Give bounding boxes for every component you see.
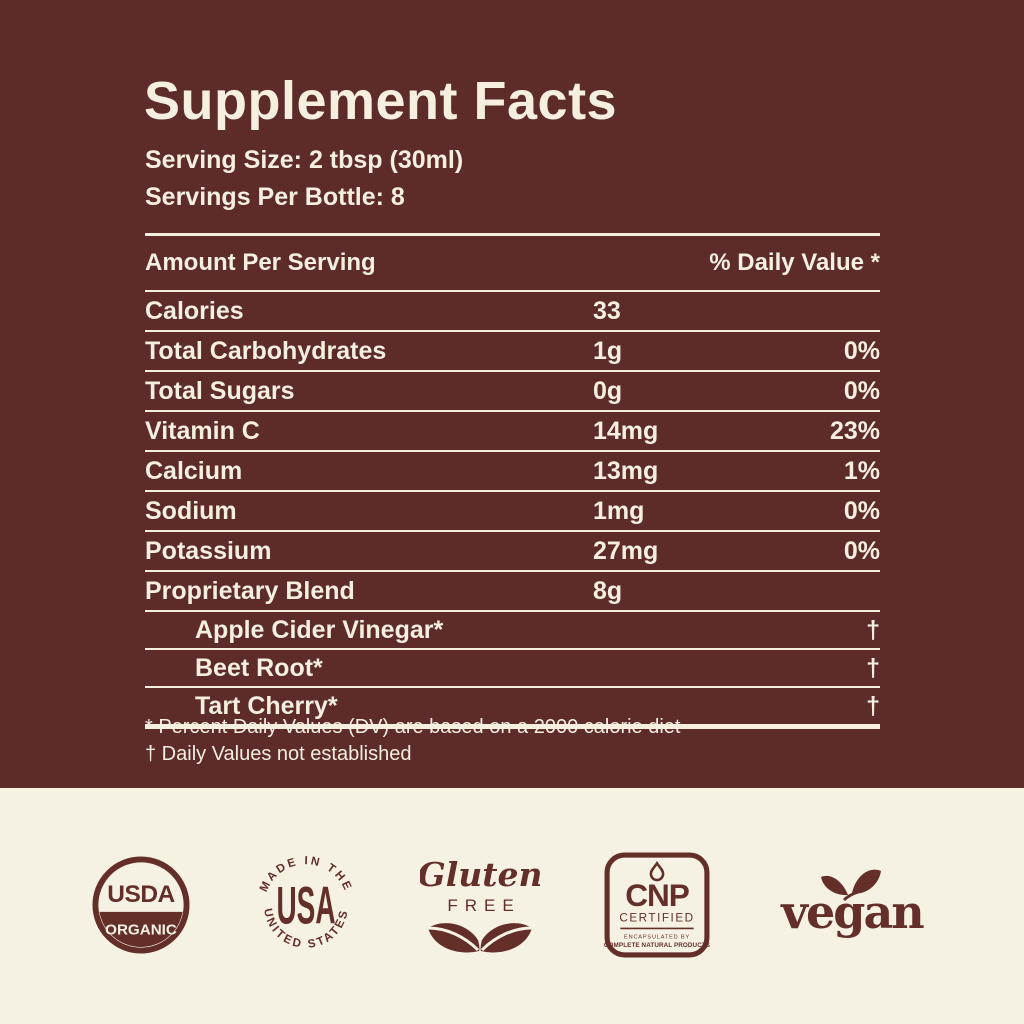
gluten-free-icon: Gluten FREE — [420, 855, 540, 953]
row-name: Calories — [145, 296, 244, 325]
servings-per-bottle-text: Servings Per Bottle: 8 — [145, 183, 405, 211]
table-row: Proprietary Blend 8g — [145, 570, 880, 610]
gluten-text: Gluten — [420, 855, 540, 894]
row-daily-value: † — [866, 615, 880, 644]
table-row: Apple Cider Vinegar* † — [145, 610, 880, 648]
footnotes: * Percent Daily Values (DV) are based on… — [145, 714, 680, 768]
vegan-text: vegan — [780, 885, 924, 939]
table-row: Potassium 27mg 0% — [145, 530, 880, 570]
organic-text: ORGANIC — [105, 921, 177, 938]
table-row: Total Sugars 0g 0% — [145, 370, 880, 410]
row-name: Proprietary Blend — [145, 576, 355, 605]
row-amount: 1g — [593, 336, 623, 365]
amount-per-serving-header: Amount Per Serving — [145, 249, 376, 276]
complete-natural-products-text: COMPLETE NATURAL PRODUCTS — [604, 942, 710, 949]
vegan-badge: vegan — [772, 866, 932, 944]
daily-value-header: % Daily Value * — [709, 249, 880, 276]
usda-text: USDA — [107, 881, 175, 908]
row-name: Total Sugars — [145, 376, 295, 405]
cnp-certified-icon: CNP CERTIFIED ENCAPSULATED BY COMPLETE N… — [604, 852, 710, 958]
row-daily-value: † — [866, 691, 880, 720]
table-row: Sodium 1mg 0% — [145, 490, 880, 530]
row-name: Apple Cider Vinegar* — [195, 615, 444, 644]
made-in-usa-icon: MADE IN THE UNITED STATES USA — [257, 854, 352, 951]
row-name: Total Carbohydrates — [145, 336, 387, 365]
row-daily-value: 0% — [843, 536, 880, 565]
row-name: Beet Root* — [195, 653, 323, 682]
table-row: Calcium 13mg 1% — [145, 450, 880, 490]
vegan-leaves-icon — [821, 869, 881, 902]
row-name: Calcium — [145, 456, 243, 485]
row-amount: 14mg — [593, 416, 659, 445]
table-row: Total Carbohydrates 1g 0% — [145, 330, 880, 370]
free-text: FREE — [447, 896, 520, 915]
serving-size-text: Serving Size: 2 tbsp (30ml) — [145, 146, 464, 174]
row-daily-value: 0% — [843, 496, 880, 525]
footnote-dv: * Percent Daily Values (DV) are based on… — [145, 716, 681, 738]
row-amount: 13mg — [593, 456, 659, 485]
table-row: Beet Root* † — [145, 648, 880, 686]
row-amount: 33 — [593, 296, 621, 325]
usda-organic-badge: USDA ORGANIC — [92, 856, 190, 954]
facts-table-header: Amount Per Serving % Daily Value * — [145, 236, 880, 290]
table-row: Calories 33 — [145, 290, 880, 330]
encapsulated-by-text: ENCAPSULATED BY — [624, 935, 690, 941]
leaves-icon — [427, 923, 533, 953]
made-in-usa-badge: MADE IN THE UNITED STATES USA — [250, 850, 362, 962]
table-row: Tart Cherry* † — [145, 686, 880, 724]
row-amount: 27mg — [593, 536, 659, 565]
cnp-logo-text: CNP — [625, 877, 689, 913]
gluten-free-badge: Gluten FREE — [420, 852, 540, 956]
usa-center-text: USA — [276, 876, 335, 935]
droplet-icon — [649, 860, 665, 882]
facts-table: Amount Per Serving % Daily Value * Calor… — [145, 233, 880, 729]
cnp-certified-badge: CNP CERTIFIED ENCAPSULATED BY COMPLETE N… — [602, 850, 712, 960]
row-amount: 1mg — [593, 496, 645, 525]
footnote-dagger: † Daily Values not established — [145, 743, 412, 765]
row-name: Sodium — [145, 496, 237, 525]
row-daily-value: 1% — [843, 456, 880, 485]
facts-rows: Calories 33 Total Carbohydrates 1g 0% Total S… — [145, 290, 880, 724]
row-daily-value: † — [866, 653, 880, 682]
row-name: Tart Cherry* — [195, 691, 338, 720]
row-name: Vitamin C — [145, 416, 260, 445]
facts-panel: Supplement Facts Serving Size: 2 tbsp (3… — [0, 0, 1024, 788]
row-daily-value: 23% — [829, 416, 880, 445]
row-daily-value: 0% — [843, 376, 880, 405]
vegan-icon: vegan — [780, 869, 926, 939]
page-title: Supplement Facts — [144, 71, 618, 131]
row-daily-value: 0% — [843, 336, 880, 365]
usda-organic-icon: USDA ORGANIC — [92, 856, 190, 954]
row-name: Potassium — [145, 536, 272, 565]
row-amount: 8g — [593, 576, 623, 605]
badge-strip: USDA ORGANIC MADE IN THE UNITED STATES U… — [0, 788, 1024, 1024]
row-amount: 0g — [593, 376, 623, 405]
certified-text: CERTIFIED — [619, 911, 694, 924]
table-row: Vitamin C 14mg 23% — [145, 410, 880, 450]
